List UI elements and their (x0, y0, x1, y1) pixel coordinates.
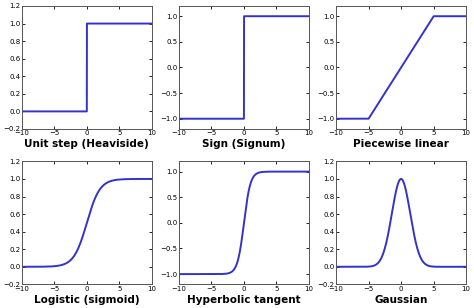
X-axis label: Unit step (Heaviside): Unit step (Heaviside) (25, 139, 149, 149)
X-axis label: Logistic (sigmoid): Logistic (sigmoid) (34, 294, 140, 305)
X-axis label: Hyperbolic tangent: Hyperbolic tangent (187, 294, 301, 305)
X-axis label: Piecewise linear: Piecewise linear (353, 139, 449, 149)
X-axis label: Sign (Signum): Sign (Signum) (202, 139, 286, 149)
X-axis label: Gaussian: Gaussian (374, 294, 428, 305)
